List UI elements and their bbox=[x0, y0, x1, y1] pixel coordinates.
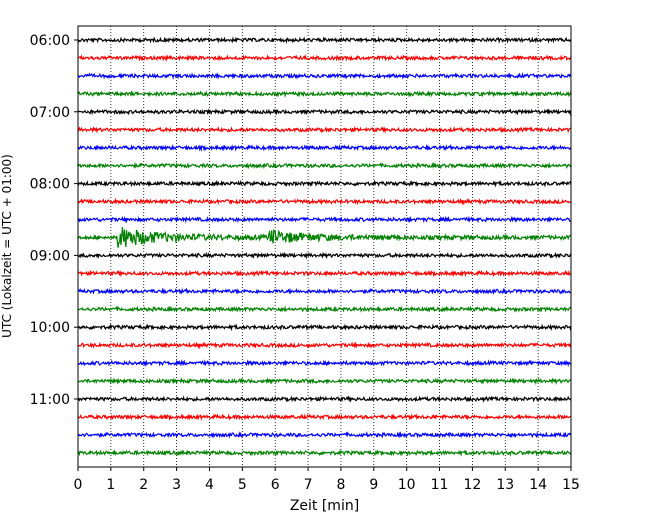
y-axis-ticks: 06:00 07:00 08:00 09:00 10:00 11:00 bbox=[30, 33, 78, 408]
y-tick-label-07:00: 07:00 bbox=[30, 105, 70, 121]
trace-11 bbox=[77, 227, 572, 248]
trace-0 bbox=[77, 36, 572, 45]
trace-6 bbox=[77, 143, 572, 152]
x-axis-ticks: 0 1 2 3 4 5 6 7 8 9 10 11 12 13 14 15 bbox=[74, 467, 580, 493]
x-tick-label-2: 2 bbox=[139, 477, 148, 493]
trace-10 bbox=[77, 215, 572, 224]
x-tick-label-5: 5 bbox=[238, 477, 247, 493]
x-tick-label-8: 8 bbox=[336, 477, 345, 493]
trace-7 bbox=[77, 161, 572, 170]
x-tick-label-1: 1 bbox=[106, 477, 115, 493]
trace-4 bbox=[77, 108, 572, 116]
trace-16 bbox=[77, 323, 572, 332]
x-tick-label-3: 3 bbox=[172, 477, 181, 493]
x-tick-label-4: 4 bbox=[205, 477, 214, 493]
x-tick-label-0: 0 bbox=[74, 477, 83, 493]
plot-frame bbox=[77, 25, 572, 468]
y-axis-label: UTC (Lokalzeit = UTC + 01:00) bbox=[0, 154, 14, 338]
trace-layer bbox=[77, 36, 572, 457]
x-tick-label-7: 7 bbox=[304, 477, 313, 493]
x-tick-label-10: 10 bbox=[398, 477, 416, 493]
x-tick-label-15: 15 bbox=[562, 477, 580, 493]
x-axis-label: Zeit [min] bbox=[290, 498, 359, 514]
trace-1 bbox=[77, 54, 572, 62]
x-tick-label-9: 9 bbox=[369, 477, 378, 493]
trace-13 bbox=[77, 269, 572, 278]
trace-20 bbox=[77, 395, 572, 403]
x-tick-label-13: 13 bbox=[496, 477, 514, 493]
trace-9 bbox=[77, 197, 572, 206]
y-tick-label-09:00: 09:00 bbox=[30, 248, 70, 264]
x-tick-label-11: 11 bbox=[431, 477, 449, 493]
y-tick-label-10:00: 10:00 bbox=[30, 320, 70, 336]
trace-21 bbox=[77, 413, 572, 421]
trace-22 bbox=[77, 431, 572, 439]
x-tick-label-12: 12 bbox=[463, 477, 481, 493]
trace-8 bbox=[77, 179, 572, 188]
trace-15 bbox=[77, 305, 572, 313]
trace-2 bbox=[77, 72, 572, 81]
trace-3 bbox=[77, 90, 572, 98]
trace-19 bbox=[77, 377, 572, 386]
x-tick-label-14: 14 bbox=[529, 477, 547, 493]
trace-18 bbox=[77, 359, 571, 368]
y-tick-label-08:00: 08:00 bbox=[30, 177, 70, 193]
trace-12 bbox=[77, 251, 572, 260]
trace-17 bbox=[77, 341, 572, 350]
x-tick-label-6: 6 bbox=[271, 477, 280, 493]
y-tick-label-06:00: 06:00 bbox=[30, 33, 70, 49]
y-tick-label-11:00: 11:00 bbox=[30, 392, 70, 408]
trace-14 bbox=[77, 287, 572, 296]
trace-23 bbox=[77, 449, 572, 457]
trace-5 bbox=[77, 125, 572, 134]
